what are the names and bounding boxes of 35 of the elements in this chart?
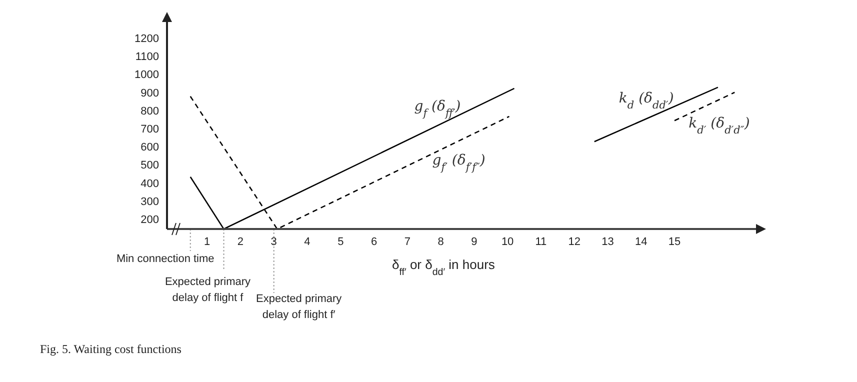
y-tick-label: 500 (140, 160, 159, 172)
y-tick-label: 1100 (135, 51, 159, 64)
x-tick-label: 15 (668, 236, 681, 248)
y-tick-label: 400 (140, 178, 159, 190)
series-label: g$_{f′}$ (δ$_{f′f″}$) (432, 152, 486, 174)
y-tick-label: 1200 (134, 33, 159, 45)
x-tick-label: 11 (535, 236, 547, 248)
x-tick-label: 14 (635, 236, 648, 248)
x-tick-label: 6 (370, 236, 378, 248)
y-tick-label: 1000 (134, 69, 159, 82)
y-tick-label: 800 (140, 105, 159, 118)
ref-line-label: Expected primary delay of flight f (164, 276, 252, 304)
x-tick-label: 5 (338, 236, 344, 248)
x-tick-label: 8 (438, 236, 444, 248)
x-tick-label: 2 (237, 236, 244, 248)
x-tick-label: 10 (501, 236, 514, 248)
x-tick-label: 12 (568, 236, 580, 248)
x-tick-label: 13 (602, 236, 614, 248)
x-tick-label: 1 (204, 236, 210, 248)
y-tick-label: 200 (140, 214, 159, 226)
x-tick-label: 3 (270, 236, 277, 248)
x-tick-label: 4 (304, 236, 310, 248)
y-tick-label: 700 (140, 123, 159, 136)
x-tick-label: 7 (404, 236, 410, 248)
ref-line-label: Min connection time (116, 253, 214, 265)
x-tick-label: 9 (471, 236, 478, 248)
ref-line-label: Expected primary delay of flight f′ (256, 293, 342, 321)
series-label: k$_{d}$ (δ$_{dd′}$) (618, 90, 674, 112)
y-tick-label: 300 (140, 196, 159, 208)
caption: Fig. 5. Waiting cost functions (40, 342, 182, 357)
series-label: g$_{f}$ (δ$_{ff′}$) (414, 98, 461, 120)
x-axis-title: δ$_{ff′}$ or δ$_{dd′}$ in hours (392, 257, 496, 278)
series-label: k$_{d′}$ (δ$_{d′d″}$) (688, 115, 750, 136)
y-tick-label: 600 (140, 142, 159, 154)
y-tick-label: 900 (140, 87, 159, 100)
